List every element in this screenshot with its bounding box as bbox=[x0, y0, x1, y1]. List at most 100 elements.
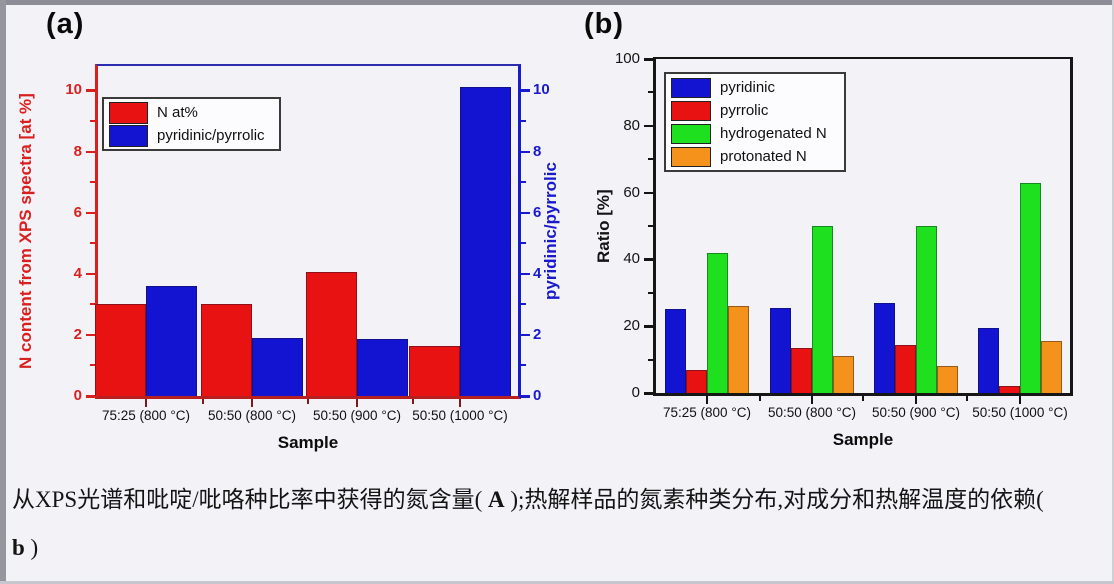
legend-label-pyridinic-pyrrolic: pyridinic/pyrrolic bbox=[157, 127, 265, 144]
left-axis-minor-tick bbox=[90, 364, 95, 367]
x-axis-major-tick bbox=[810, 396, 814, 404]
bar-n-at-50-50-800-c bbox=[201, 304, 252, 396]
screenshot-border-right bbox=[1112, 0, 1114, 584]
chart-a-left-axis-title: N content from XPS spectra [at %] bbox=[16, 93, 35, 370]
x-axis-minor-tick bbox=[862, 396, 864, 401]
left-axis-minor-tick bbox=[90, 120, 95, 122]
bar-n-at-50-50-900-c bbox=[306, 272, 357, 396]
caption-panel-ref-a: A bbox=[488, 487, 505, 512]
right-axis-minor-tick bbox=[521, 120, 526, 122]
left-axis-minor-tick bbox=[648, 158, 653, 161]
bar-pyridinic-75-25-800-c bbox=[665, 309, 686, 393]
left-axis-major-tick bbox=[644, 258, 653, 261]
x-axis-minor-tick bbox=[758, 396, 761, 401]
screenshot-border-left bbox=[0, 0, 6, 584]
bar-pyrrolic-50-50-800-c bbox=[791, 348, 812, 393]
x-tick-label: 75:25 (800 °C) bbox=[102, 408, 190, 423]
x-tick-label: 50:50 (1000 °C) bbox=[412, 408, 508, 423]
x-tick-label: 50:50 (800 °C) bbox=[208, 408, 296, 423]
chart-a-plot-area: 0 2 4 6 8 10 0 2 4 6 8 10 75:25 (800 °C) 50:50 (800 °… bbox=[65, 64, 550, 452]
bar-pyridinic-pyrrolic-50-50-800-c bbox=[252, 338, 303, 396]
panel-a-label: (a) bbox=[46, 8, 85, 40]
caption-line1-text: 从XPS光谱和吡啶/吡咯种比率中获得的氮含量( bbox=[12, 487, 488, 512]
left-axis-major-tick bbox=[644, 325, 653, 328]
right-axis-major-tick bbox=[521, 150, 530, 154]
left-axis-tick-label: 0 bbox=[73, 387, 82, 404]
legend-swatch-protonated-n bbox=[671, 146, 711, 167]
x-axis-minor-tick bbox=[412, 399, 414, 404]
x-axis-minor-tick bbox=[202, 399, 204, 404]
right-axis-major-tick bbox=[521, 333, 530, 337]
legend-label-pyridinic: pyridinic bbox=[720, 79, 776, 96]
chart-b-y-axis-title: Ratio [%] bbox=[594, 189, 613, 264]
right-axis-major-tick bbox=[521, 395, 530, 398]
bar-protonated-n-50-50-1000-c bbox=[1041, 341, 1062, 393]
left-axis-major-tick bbox=[86, 333, 95, 337]
left-axis-tick-label: 10 bbox=[65, 81, 82, 99]
x-axis-major-tick bbox=[355, 399, 359, 407]
legend-label-hydrogenated-n: hydrogenated N bbox=[720, 125, 827, 142]
right-axis-major-tick bbox=[521, 272, 530, 276]
caption-panel-ref-b: b bbox=[12, 535, 25, 560]
x-axis-title: Sample bbox=[832, 430, 894, 449]
left-axis-tick-label: 100 bbox=[614, 50, 640, 67]
x-axis-major-tick bbox=[458, 399, 462, 407]
legend-label-n-at: N at% bbox=[157, 104, 198, 121]
right-axis-tick-label: 0 bbox=[533, 387, 542, 404]
bar-hydrogenated-n-50-50-900-c bbox=[916, 226, 937, 393]
legend-swatch-pyridinic-pyrrolic bbox=[109, 124, 148, 147]
legend-item-n-at: N at% bbox=[109, 101, 274, 124]
bar-pyridinic-pyrrolic-50-50-1000-c bbox=[460, 87, 511, 396]
left-axis-tick-label: 20 bbox=[623, 317, 640, 335]
bar-pyridinic-pyrrolic-75-25-800-c bbox=[146, 286, 197, 396]
left-axis-major-tick bbox=[86, 89, 95, 92]
caption-line1-text-2: );热解样品的氮素种类分布,对成分和热解温度的依赖( bbox=[504, 487, 1044, 512]
bar-protonated-n-50-50-800-c bbox=[833, 356, 854, 393]
left-axis-tick-label: 8 bbox=[73, 142, 82, 160]
bar-hydrogenated-n-50-50-800-c bbox=[812, 226, 833, 393]
x-tick-label: 50:50 (900 °C) bbox=[313, 408, 401, 423]
left-axis-tick-label: 40 bbox=[623, 250, 640, 268]
left-axis-minor-tick bbox=[648, 91, 653, 94]
x-axis-minor-tick bbox=[307, 399, 309, 404]
left-axis-minor-tick bbox=[90, 242, 95, 245]
left-axis-major-tick bbox=[644, 58, 653, 61]
bar-protonated-n-50-50-900-c bbox=[937, 366, 958, 393]
x-axis-minor-tick bbox=[965, 396, 968, 401]
bar-hydrogenated-n-75-25-800-c bbox=[707, 253, 728, 393]
legend-swatch-pyrrolic bbox=[671, 100, 711, 121]
right-axis-major-tick bbox=[521, 211, 530, 215]
bar-pyridinic-pyrrolic-50-50-900-c bbox=[357, 339, 408, 396]
right-axis-major-tick bbox=[521, 89, 530, 92]
bar-pyridinic-50-50-900-c bbox=[874, 303, 895, 393]
panel-b-label: (b) bbox=[584, 8, 625, 40]
left-axis-tick-label: 80 bbox=[623, 116, 640, 134]
figure-caption: 从XPS光谱和吡啶/吡咯种比率中获得的氮含量( A );热解样品的氮素种类分布,… bbox=[12, 476, 1108, 572]
right-axis-tick-label: 4 bbox=[533, 264, 542, 282]
left-axis-minor-tick bbox=[90, 181, 95, 184]
x-axis-title: Sample bbox=[277, 433, 339, 452]
chart-a-legend: N at% pyridinic/pyrrolic bbox=[102, 97, 281, 151]
x-axis-major-tick bbox=[705, 396, 709, 404]
x-axis-major-tick bbox=[914, 396, 918, 404]
left-axis-major-tick bbox=[86, 150, 95, 154]
chart-b-plot-area: 0 20 40 60 80 100 75:25 (800 °C) 50:50 (800 °C)… bbox=[615, 50, 1073, 449]
left-axis-major-tick bbox=[644, 191, 653, 195]
legend-item-pyridinic: pyridinic bbox=[671, 77, 839, 98]
x-axis-major-tick bbox=[1018, 396, 1022, 404]
x-axis-major-tick bbox=[144, 399, 148, 407]
legend-item-hydrogenated-n: hydrogenated N bbox=[671, 123, 839, 144]
legend-swatch-pyridinic bbox=[671, 77, 711, 98]
left-axis-tick-label: 4 bbox=[73, 264, 82, 282]
right-axis-tick-label: 6 bbox=[533, 203, 542, 221]
right-axis-tick-label: 10 bbox=[533, 81, 550, 99]
x-tick-label: 75:25 (800 °C) bbox=[663, 405, 751, 420]
legend-item-pyridinic-pyrrolic: pyridinic/pyrrolic bbox=[109, 124, 274, 147]
left-axis-major-tick bbox=[86, 211, 95, 215]
screenshot-border-top bbox=[0, 0, 1114, 5]
left-axis-major-tick bbox=[644, 124, 653, 128]
chart-b-legend: pyridinic pyrrolic hydrogenated N protonate… bbox=[664, 72, 846, 172]
x-axis-major-tick bbox=[250, 399, 254, 407]
bar-pyrrolic-50-50-900-c bbox=[895, 345, 916, 393]
left-axis-tick-label: 6 bbox=[73, 203, 82, 221]
